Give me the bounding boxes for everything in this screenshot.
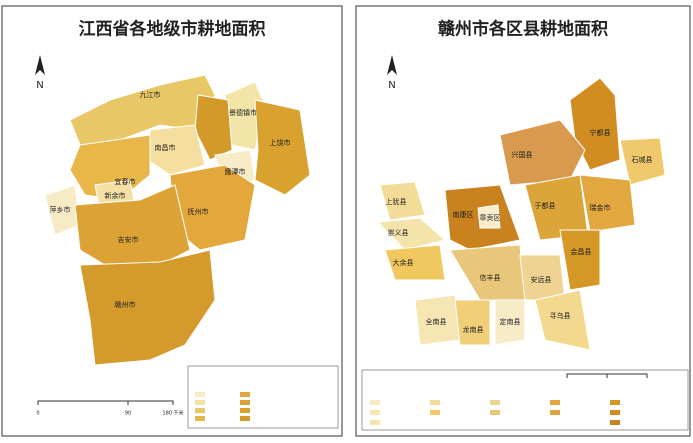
region-label: 九江市 (140, 90, 161, 99)
region-label: 上饶市 (270, 138, 291, 147)
region-label: 信丰县 (480, 273, 501, 282)
map-title: 赣州市各区县耕地面积 (438, 19, 608, 40)
jiangxi-map (44, 74, 311, 366)
region-label: 萍乡市 (50, 205, 71, 214)
region-label: 景德镇市 (229, 108, 257, 117)
north-label: N (388, 80, 395, 91)
region (254, 99, 311, 196)
region (384, 244, 446, 281)
region-label: 宜春市 (115, 177, 136, 186)
region (376, 217, 447, 251)
scale-bar (37, 400, 174, 405)
region (499, 119, 586, 186)
legend-box (361, 369, 689, 431)
region (534, 289, 591, 351)
region (559, 229, 601, 291)
region (579, 174, 636, 233)
region-label: 赣州市 (115, 300, 136, 309)
region-label: 南康区 (453, 210, 474, 219)
scale-label: 90 (125, 411, 131, 417)
region-label: 会昌县 (571, 247, 592, 256)
region-label: 兴国县 (512, 150, 533, 159)
scale-bar (566, 373, 648, 378)
map-title: 江西省各地级市耕地面积 (79, 19, 266, 40)
ganzhou-map (376, 77, 666, 351)
right-frame (355, 5, 691, 437)
legend-box (187, 365, 339, 429)
region-label: 瑞金市 (590, 203, 611, 212)
region-label: 上犹县 (386, 197, 407, 206)
region-label: 安远县 (531, 275, 552, 284)
region-label: 南昌市 (155, 143, 176, 152)
north-arrow (35, 55, 45, 75)
region-label: 抚州市 (188, 207, 209, 216)
region (619, 137, 666, 186)
region (379, 181, 426, 221)
region-label: 定南县 (500, 317, 521, 326)
region (494, 299, 526, 346)
region-label: 寻乌县 (550, 311, 571, 320)
region (79, 249, 216, 366)
legend-swatches (195, 392, 620, 425)
region-label: 石城县 (632, 156, 653, 164)
region (74, 184, 191, 269)
region-label: 全南县 (426, 317, 447, 326)
north-label: N (36, 80, 43, 91)
north-arrow (387, 55, 397, 75)
region-label: 龙南县 (463, 325, 484, 334)
region (454, 299, 491, 346)
scale-label: 0 (36, 411, 39, 417)
region-label: 大余县 (393, 258, 414, 267)
region (477, 204, 501, 229)
region-label: 章贡区 (480, 213, 501, 222)
region-label: 鹰潭市 (225, 167, 246, 176)
region-label: 宁都县 (590, 128, 611, 137)
region-label: 于都县 (535, 202, 556, 210)
left-frame (1, 5, 343, 437)
region-label: 新余市 (105, 191, 126, 200)
region-label: 崇义县 (388, 229, 409, 237)
scale-label: 180 千米 (162, 410, 183, 417)
region-label: 吉安市 (118, 235, 139, 244)
region (449, 244, 526, 301)
